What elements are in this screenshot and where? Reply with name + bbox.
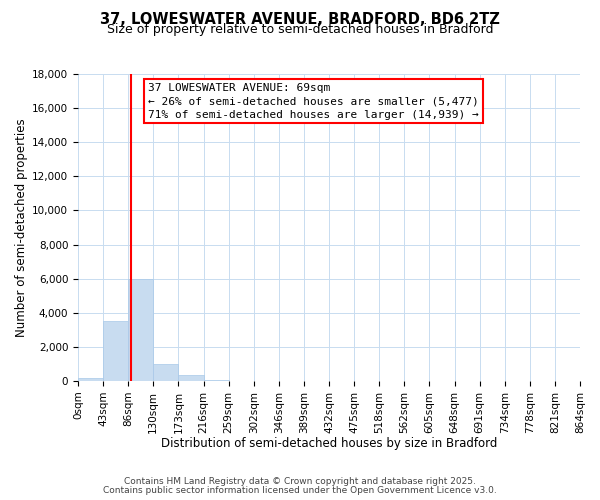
Y-axis label: Number of semi-detached properties: Number of semi-detached properties	[15, 118, 28, 337]
Text: Contains public sector information licensed under the Open Government Licence v3: Contains public sector information licen…	[103, 486, 497, 495]
Text: 37, LOWESWATER AVENUE, BRADFORD, BD6 2TZ: 37, LOWESWATER AVENUE, BRADFORD, BD6 2TZ	[100, 12, 500, 28]
Text: Contains HM Land Registry data © Crown copyright and database right 2025.: Contains HM Land Registry data © Crown c…	[124, 477, 476, 486]
Text: 37 LOWESWATER AVENUE: 69sqm
← 26% of semi-detached houses are smaller (5,477)
71: 37 LOWESWATER AVENUE: 69sqm ← 26% of sem…	[148, 83, 479, 120]
X-axis label: Distribution of semi-detached houses by size in Bradford: Distribution of semi-detached houses by …	[161, 437, 497, 450]
Bar	[178, 375, 203, 381]
Bar	[128, 278, 154, 381]
Bar	[103, 322, 128, 381]
Bar	[78, 378, 103, 381]
Bar	[203, 380, 229, 381]
Bar	[154, 364, 178, 381]
Text: Size of property relative to semi-detached houses in Bradford: Size of property relative to semi-detach…	[107, 22, 493, 36]
